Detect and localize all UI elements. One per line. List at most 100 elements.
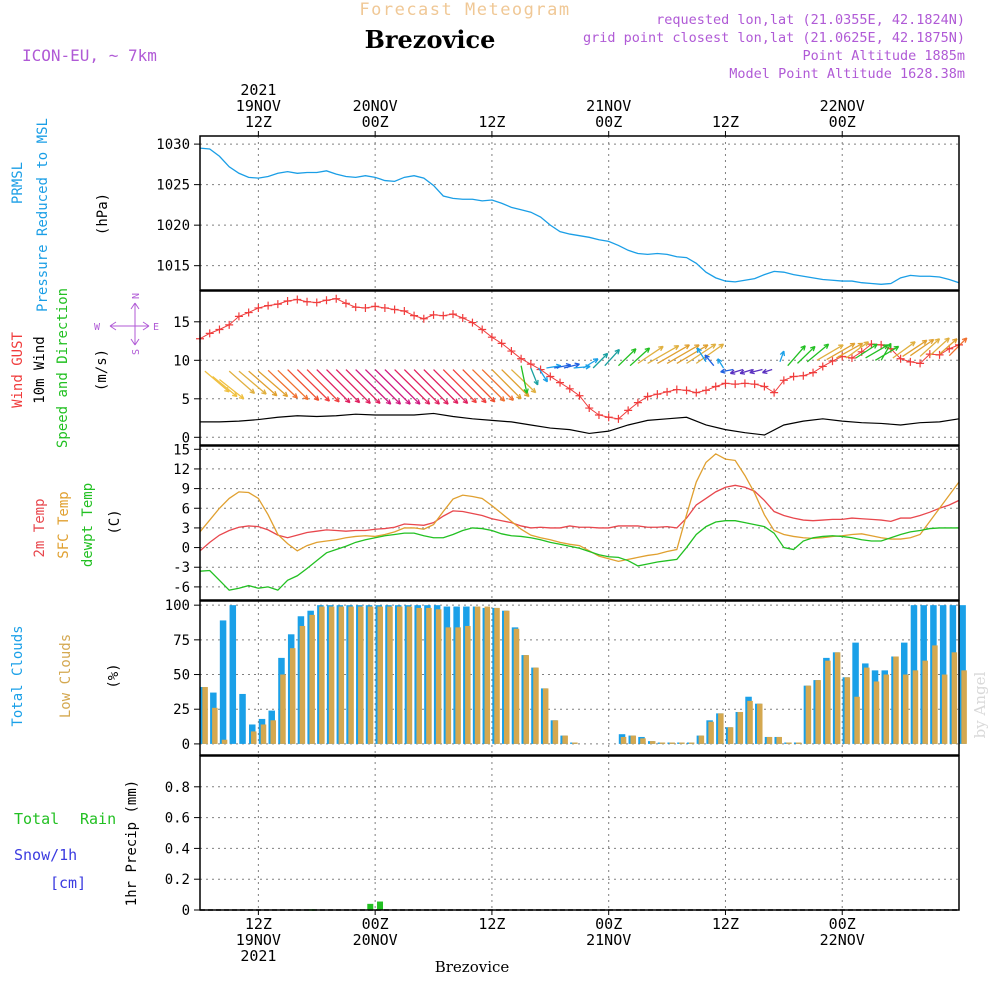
wind-arrow xyxy=(919,338,941,357)
low-cloud-bar xyxy=(562,735,568,744)
low-cloud-bar xyxy=(727,727,734,744)
panel-frame xyxy=(199,290,960,446)
low-cloud-bar xyxy=(251,731,257,744)
wind-arrow xyxy=(355,369,392,405)
wind-gust-marker xyxy=(750,380,759,389)
location-title: Brezovice xyxy=(365,25,496,54)
wind-arrow xyxy=(617,348,637,367)
wind-gust-marker xyxy=(653,390,662,399)
total-cloud-bar xyxy=(239,693,246,744)
low-cloud-bar xyxy=(416,607,422,744)
low-cloud-bar xyxy=(902,674,909,744)
panel-frame xyxy=(199,755,960,911)
wind-ylabel: Wind GUST 10m Wind Speed and Direction (… xyxy=(10,288,110,448)
temp-sfc-line xyxy=(199,453,960,563)
time-tick-label: 12Z xyxy=(712,915,739,933)
low-cloud-bar xyxy=(445,627,452,744)
wind-arrow xyxy=(228,370,256,395)
wind-arrow xyxy=(826,342,856,361)
low-cloud-bar xyxy=(406,606,413,744)
wind-arrow xyxy=(855,343,878,359)
low-cloud-bar xyxy=(435,609,442,744)
wind-arrow xyxy=(413,369,449,405)
wind-arrow xyxy=(335,369,371,405)
low-cloud-bar xyxy=(396,606,403,744)
low-cloud-bar xyxy=(474,606,481,744)
cloud-panel: 0 25 50 75 100 xyxy=(165,598,967,756)
wind-gust-marker xyxy=(740,379,749,388)
wind-gust-marker xyxy=(517,354,526,363)
low-cloud-bar xyxy=(815,680,821,744)
wind-gust-marker xyxy=(585,404,594,413)
time-tick-label: 12Z xyxy=(245,113,272,131)
panel-frame xyxy=(199,135,960,291)
low-cloud-bar xyxy=(620,736,627,744)
total-cloud-bar xyxy=(219,620,227,744)
precip-legend-rain: Rain xyxy=(80,810,116,828)
low-cloud-bar xyxy=(873,681,880,744)
y-tick-label: 0 xyxy=(182,737,190,753)
wind-gust-marker xyxy=(273,300,282,309)
model-label: ICON-EU, ~ 7km xyxy=(22,46,157,65)
low-cloud-bar xyxy=(941,674,948,744)
rain-bar xyxy=(367,903,374,910)
y-tick-label: 0.8 xyxy=(165,780,190,796)
wind-gust-marker xyxy=(935,350,944,359)
wind-arrow xyxy=(364,369,402,405)
panel-frame xyxy=(199,445,960,601)
wind-arrow xyxy=(696,347,707,363)
wind-arrow xyxy=(423,369,459,405)
time-tick-label: 00Z xyxy=(362,113,389,131)
wind-arrow xyxy=(257,370,289,398)
wind-arrow xyxy=(874,345,900,361)
wind-gust-marker xyxy=(828,357,837,366)
y-tick-label: 1025 xyxy=(156,178,190,194)
wind-gust-marker xyxy=(556,378,565,387)
y-tick-label: 100 xyxy=(165,598,190,614)
pressure-label-line2: Pressure Reduced to MSL xyxy=(35,118,51,312)
low-cloud-bar xyxy=(289,648,296,744)
precip-unit: 1hr Precip (mm) xyxy=(124,780,140,906)
wind-gust-marker xyxy=(458,313,467,322)
low-cloud-bar xyxy=(922,660,928,744)
wind-gust-marker xyxy=(721,379,730,388)
wind-gust-marker xyxy=(487,333,496,342)
wind-gust-marker xyxy=(682,386,691,395)
y-tick-label: 1015 xyxy=(156,259,190,275)
low-cloud-bar xyxy=(542,688,549,744)
wind-gust-marker xyxy=(633,398,642,407)
low-cloud-bar xyxy=(951,652,958,744)
wind-arrow xyxy=(929,337,950,357)
low-cloud-bar xyxy=(737,711,744,744)
low-cloud-bar xyxy=(212,707,218,744)
y-tick-label: 75 xyxy=(173,633,190,649)
pressure-line xyxy=(199,147,960,285)
wind-gust-marker xyxy=(789,372,798,381)
wind-gust-line xyxy=(199,298,960,420)
temp-sfc-label: SFC Temp xyxy=(56,491,72,558)
wind-gust-marker xyxy=(264,301,273,310)
time-tick-label: 22NOV xyxy=(820,97,865,115)
wind-gust-marker xyxy=(419,314,428,323)
time-tick-label: 00Z xyxy=(829,915,856,933)
wind-gust-marker xyxy=(380,303,389,312)
wind-gust-marker xyxy=(536,365,545,374)
time-tick-label: 20NOV xyxy=(353,97,398,115)
temp-dewpt-label: dewpt Temp xyxy=(80,483,96,567)
y-tick-label: 0.6 xyxy=(165,811,190,827)
pressure-ylabel: PRMSL Pressure Reduced to MSL (hPa) xyxy=(10,118,111,312)
wind-arrow xyxy=(592,352,609,369)
wind-gust-marker xyxy=(711,382,720,391)
y-tick-label: 0 xyxy=(182,903,190,919)
low-cloud-bar xyxy=(630,735,637,744)
low-cloud-bar xyxy=(319,606,325,744)
wind-arrow xyxy=(939,338,958,355)
low-cloud-bar xyxy=(825,660,831,744)
temperature-panel: -6 -3 0 3 6 9 12 15 xyxy=(173,442,960,601)
wind-arrow xyxy=(637,345,664,364)
wind-arrow xyxy=(530,367,539,386)
wind-arrow xyxy=(374,369,411,405)
wind-arrow xyxy=(481,369,514,401)
wind-gust-marker xyxy=(507,347,516,356)
